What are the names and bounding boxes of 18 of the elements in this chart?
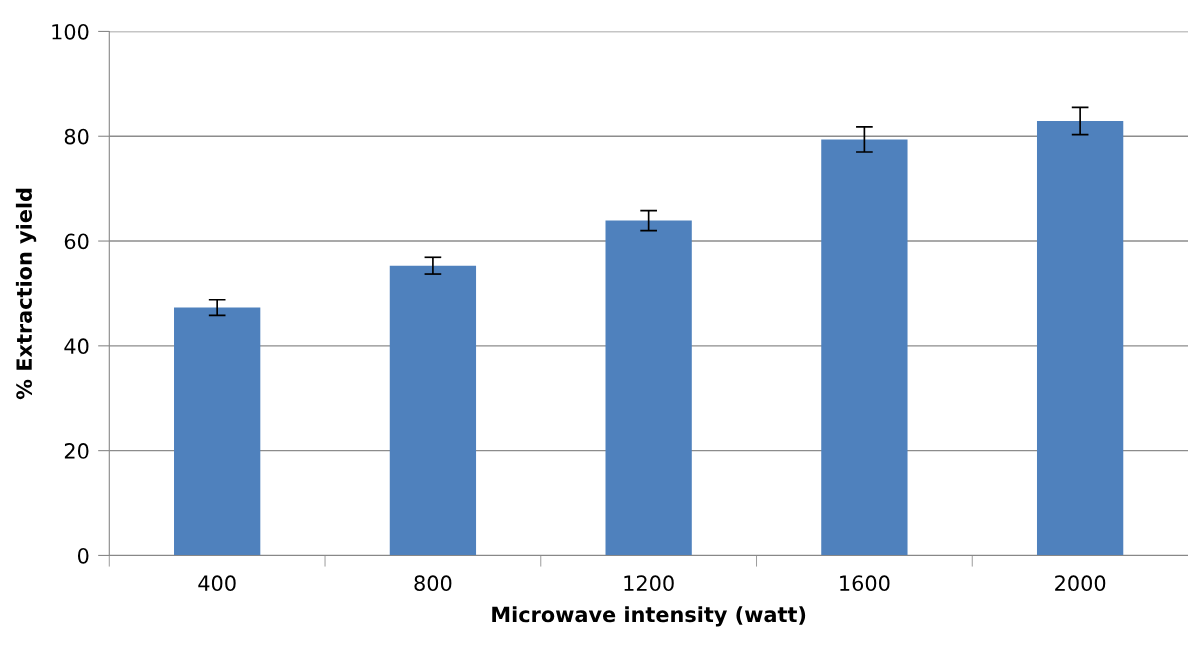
x-axis-title: Microwave intensity (watt)	[492, 606, 806, 627]
y-tick-label: 40	[64, 338, 89, 355]
y-tick-label: 60	[64, 233, 89, 250]
bar	[821, 139, 908, 556]
y-tick-label: 100	[52, 23, 89, 40]
x-tick-label: 2000	[1055, 575, 1106, 592]
bar	[1036, 121, 1124, 556]
y-tick-label: 80	[64, 128, 89, 145]
bar	[389, 265, 477, 556]
y-axis-title: % Extraction yield	[15, 188, 37, 400]
y-tick-label: 20	[64, 443, 89, 459]
y-tick-label: 0	[77, 547, 89, 564]
bar	[605, 220, 692, 556]
x-tick-label: 1600	[840, 575, 890, 592]
x-tick-label: 800	[414, 575, 452, 592]
x-tick-label: 1200	[624, 575, 674, 592]
bar	[174, 307, 261, 556]
x-tick-label: 400	[198, 575, 236, 592]
